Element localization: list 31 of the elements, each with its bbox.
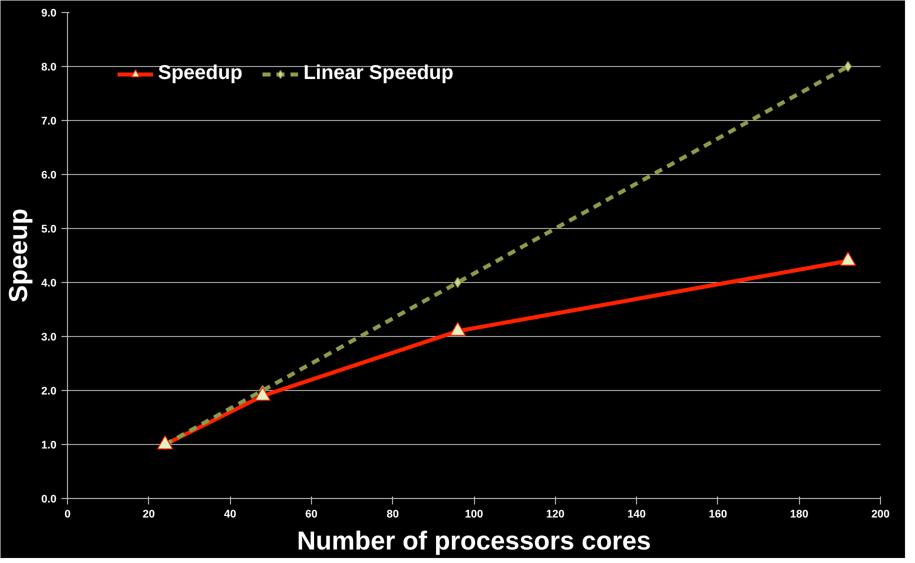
y-tick-label: 0.0 (41, 494, 57, 506)
point (450, 322, 466, 336)
y-tick-label: 8.0 (41, 62, 57, 74)
x-tick-label: 0 (64, 508, 71, 520)
x-tick-label: 120 (546, 508, 564, 520)
x-tick-label: 80 (386, 508, 399, 520)
y-axis-title: Speeup (3, 208, 34, 302)
point (844, 61, 852, 72)
y-tick-label: 9.0 (41, 8, 57, 20)
y-tick-label: 1.0 (41, 440, 57, 452)
y-tick-label: 4.0 (41, 278, 57, 290)
point (254, 386, 271, 401)
y-tick-label: 6.0 (41, 170, 57, 182)
x-tick-label: 60 (305, 508, 318, 520)
x-tick-label: 200 (871, 508, 890, 520)
x-tick-label: 160 (708, 508, 728, 520)
point (454, 277, 462, 288)
point (840, 252, 856, 266)
y-tick-label: 3.0 (41, 332, 57, 344)
x-tick-label: 140 (627, 508, 646, 520)
legend-label: Linear Speedup (303, 62, 454, 85)
x-axis-title: Number of processors cores (296, 526, 652, 556)
legend-label: Speedup (158, 62, 242, 85)
y-tick-label: 2.0 (41, 386, 57, 398)
y-tick-label: 7.0 (41, 116, 57, 128)
x-tick-label: 40 (224, 508, 236, 520)
x-tick-label: 20 (142, 508, 155, 520)
x-tick-label: 100 (464, 508, 484, 520)
x-tick-label: 180 (790, 508, 808, 520)
y-tick-label: 5.0 (41, 224, 57, 236)
point (157, 435, 174, 450)
